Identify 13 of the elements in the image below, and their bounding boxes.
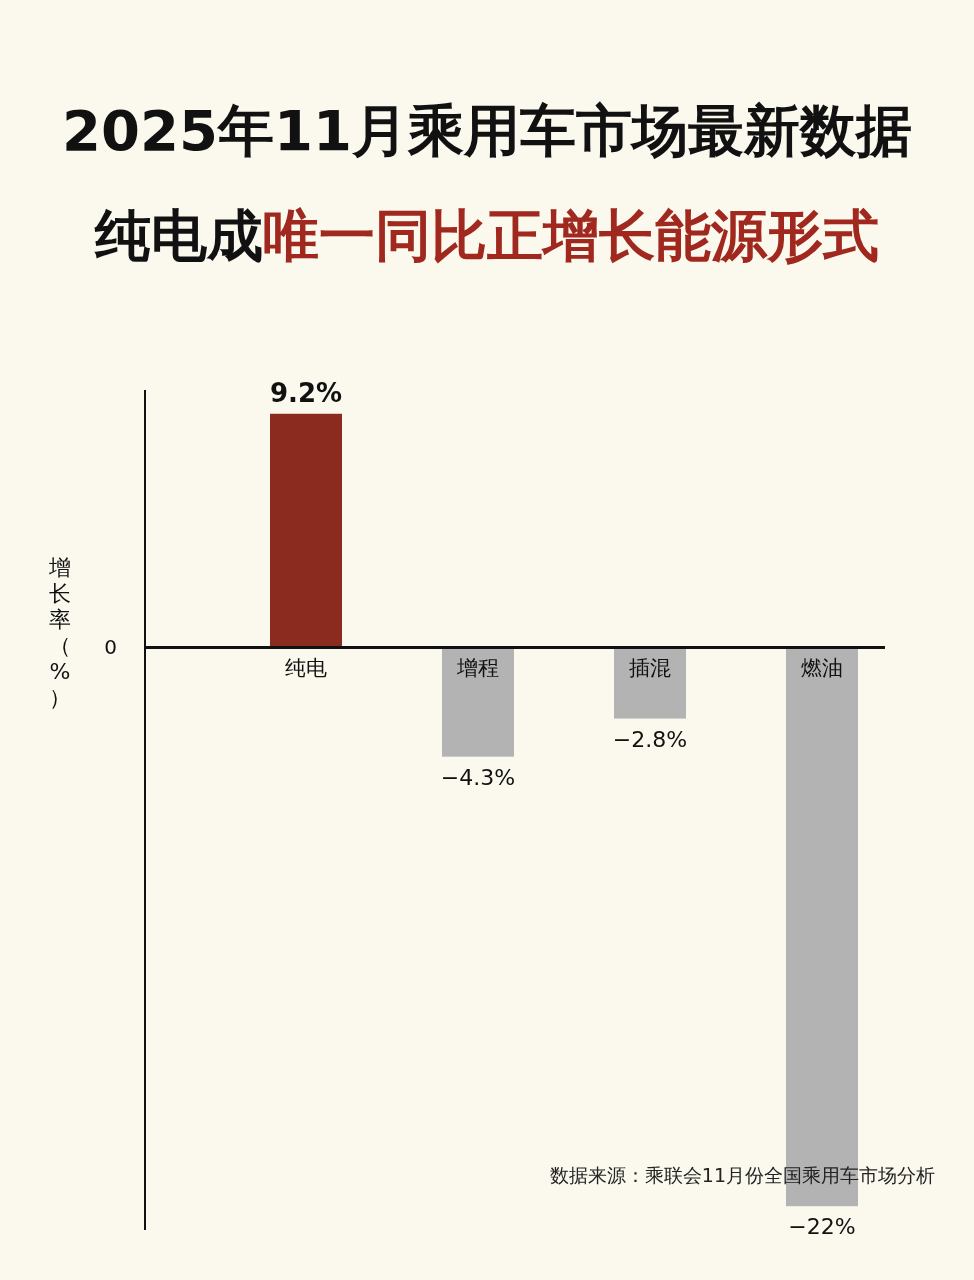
text: 0 (104, 635, 117, 660)
chart-subtitle: 纯电成唯一同比正增长能源形式 (94, 203, 879, 268)
x-tick-label: 增程 (456, 656, 499, 681)
data-label: −22% (788, 1214, 856, 1240)
y-axis-title: 增长率（%） (48, 555, 71, 711)
x-tick-label: 燃油 (801, 656, 843, 681)
data-label: −4.3% (440, 764, 516, 790)
annotation: 数据来源：乘联会11月份全国乘用车市场分析 (549, 1164, 935, 1186)
chart-title: 2025年11月乘用车市场最新数据 (62, 98, 912, 163)
x-tick-label: 纯电 (285, 656, 327, 681)
x-tick-label: 插混 (629, 656, 671, 681)
data-label: −2.8% (612, 726, 688, 752)
data-label: 9.2% (269, 377, 343, 408)
